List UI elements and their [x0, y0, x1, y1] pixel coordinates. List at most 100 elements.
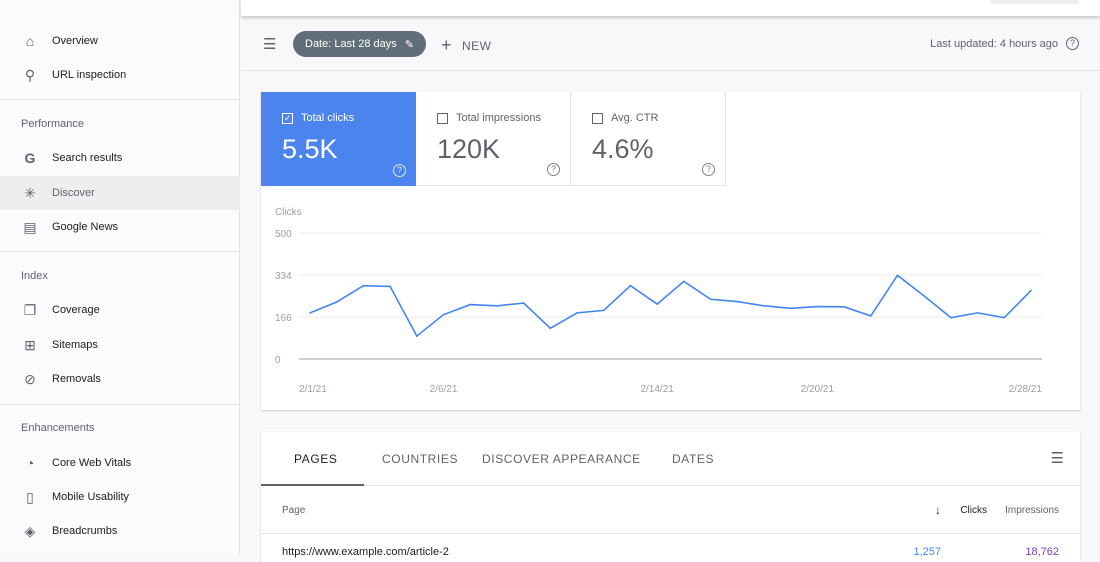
data-point: [442, 313, 445, 316]
data-point: [843, 306, 845, 308]
divider: [0, 404, 240, 405]
asterisk-icon: ✳: [24, 184, 36, 201]
x-tick-label: 2/1/21: [299, 384, 327, 395]
last-updated: Last updated: 4 hours ago?: [930, 37, 1079, 50]
google-icon: G: [24, 150, 36, 166]
sidebar-item-coverage[interactable]: ❐ Coverage: [23, 301, 100, 318]
section-enhancements: Enhancements: [21, 422, 95, 434]
data-point: [416, 335, 418, 337]
divider: [0, 251, 240, 252]
data-point: [362, 284, 365, 287]
data-point: [549, 327, 552, 330]
sidebar-item-sitemaps[interactable]: ⊞ Sitemaps: [0, 328, 240, 362]
row-page[interactable]: https://www.example.com/article-2: [282, 546, 449, 558]
sitemap-icon: ⊞: [24, 336, 36, 353]
pencil-icon: ✎: [404, 38, 414, 51]
sidebar-item-core-web-vitals[interactable]: ◔ Core Web Vitals: [0, 446, 240, 480]
data-point: [1003, 316, 1006, 319]
column-page[interactable]: Page: [282, 505, 306, 516]
help-icon[interactable]: ?: [1066, 37, 1079, 50]
filter-icon[interactable]: ☰: [1050, 450, 1064, 467]
section-performance: Performance: [21, 118, 84, 130]
checkbox[interactable]: [437, 112, 448, 124]
help-icon[interactable]: ?: [547, 163, 560, 176]
phone-icon: ▯: [26, 488, 34, 505]
layers-icon: ◈: [24, 522, 36, 539]
checkbox[interactable]: [592, 112, 603, 124]
checkbox-checked[interactable]: ✓: [282, 112, 293, 124]
tab-countries[interactable]: COUNTRIES: [382, 452, 459, 466]
data-point: [976, 312, 979, 314]
data-point: [602, 309, 605, 312]
home-icon: ⌂: [25, 33, 35, 49]
clicks-line: [309, 274, 1032, 338]
sort-arrow-icon: ↓: [935, 503, 941, 517]
sidebar-item-removals[interactable]: ⊘ Removals: [0, 362, 240, 396]
row-clicks: 1,257: [913, 546, 941, 558]
table-header: Page ↓ Clicks Impressions: [261, 486, 1080, 534]
sidebar-item-url-inspection[interactable]: ⚲ URL inspection: [0, 58, 240, 92]
filter-icon[interactable]: ☰: [263, 36, 277, 53]
data-point: [709, 298, 712, 301]
data-point: [1030, 289, 1032, 292]
data-point: [656, 303, 658, 305]
sidebar-item-overview[interactable]: ⌂ Overview: [0, 24, 240, 58]
data-point: [469, 303, 472, 306]
new-filter-button[interactable]: + NEW: [441, 35, 492, 55]
y-tick-label: 500: [275, 229, 292, 240]
search-icon: ⚲: [24, 66, 36, 83]
sidebar-item-mobile-usability[interactable]: ▯ Mobile Usability: [0, 480, 240, 514]
top-button[interactable]: [991, 0, 1079, 4]
y-tick-label: 166: [275, 313, 292, 324]
sidebar-item-breadcrumbs[interactable]: ◈ Breadcrumbs: [0, 514, 240, 548]
data-point: [389, 285, 391, 288]
tab-pages[interactable]: PAGES: [294, 452, 338, 466]
data-point: [683, 280, 685, 283]
data-point: [309, 312, 311, 314]
copy-icon: ❐: [23, 301, 37, 318]
gauge-icon: ◔: [25, 455, 35, 471]
sidebar-item-discover[interactable]: ✳ Discover: [0, 176, 240, 210]
column-impressions[interactable]: Impressions: [1005, 505, 1059, 516]
metric-total-clicks[interactable]: ✓ Total clicks 5.5K?: [261, 92, 416, 186]
x-tick-label: 2/28/21: [1009, 384, 1043, 395]
data-point: [896, 274, 899, 277]
data-point: [335, 301, 338, 303]
metric-total-impressions[interactable]: Total impressions 120K?: [416, 92, 571, 186]
y-tick-label: 0: [275, 355, 281, 366]
y-tick-label: 334: [275, 271, 292, 282]
x-tick-label: 2/6/21: [430, 384, 458, 395]
data-point: [923, 295, 925, 297]
performance-card: ✓ Total clicks 5.5K? Total impressions 120K…: [261, 92, 1080, 410]
metric-avg-ctr[interactable]: Avg. CTR 4.6%?: [571, 92, 726, 186]
data-point: [576, 312, 578, 314]
data-point: [522, 302, 525, 304]
tab-dates[interactable]: DATES: [672, 452, 715, 466]
row-impressions: 18,762: [1025, 546, 1059, 558]
column-clicks[interactable]: Clicks: [960, 505, 987, 516]
clicks-chart: Clicks 500 334 166 0 2/1/21 2/6/21 2/14/21 2/20/…: [275, 207, 1043, 395]
divider: [0, 99, 240, 100]
filter-bar: ☰ Date: Last 28 days ✎ + NEW Last updated:…: [241, 16, 1100, 71]
tab-bar: PAGES COUNTRIES DISCOVER APPEARANCE DATE…: [261, 432, 1080, 486]
help-icon[interactable]: ?: [702, 163, 715, 176]
data-point: [629, 284, 632, 287]
tab-discover-appearance[interactable]: DISCOVER APPEARANCE: [482, 452, 641, 466]
y-axis-label: Clicks: [275, 207, 302, 218]
date-filter-chip[interactable]: Date: Last 28 days ✎: [293, 31, 426, 57]
data-point: [763, 305, 765, 307]
data-point: [869, 315, 872, 317]
pages-table: PAGES COUNTRIES DISCOVER APPEARANCE DATE…: [261, 432, 1080, 562]
active-tab-indicator: [261, 484, 364, 486]
eye-off-icon: ⊘: [24, 370, 36, 387]
data-point: [816, 305, 819, 308]
help-icon[interactable]: ?: [393, 164, 406, 177]
section-index: Index: [21, 270, 48, 282]
sidebar-item-search-results[interactable]: G Search results: [0, 141, 240, 175]
news-icon: ▤: [23, 218, 37, 235]
data-point: [950, 316, 952, 319]
x-tick-label: 2/14/21: [640, 384, 674, 395]
data-point: [789, 307, 792, 310]
sidebar-item-google-news[interactable]: ▤ Google News: [23, 218, 119, 235]
plus-icon: +: [441, 35, 453, 55]
